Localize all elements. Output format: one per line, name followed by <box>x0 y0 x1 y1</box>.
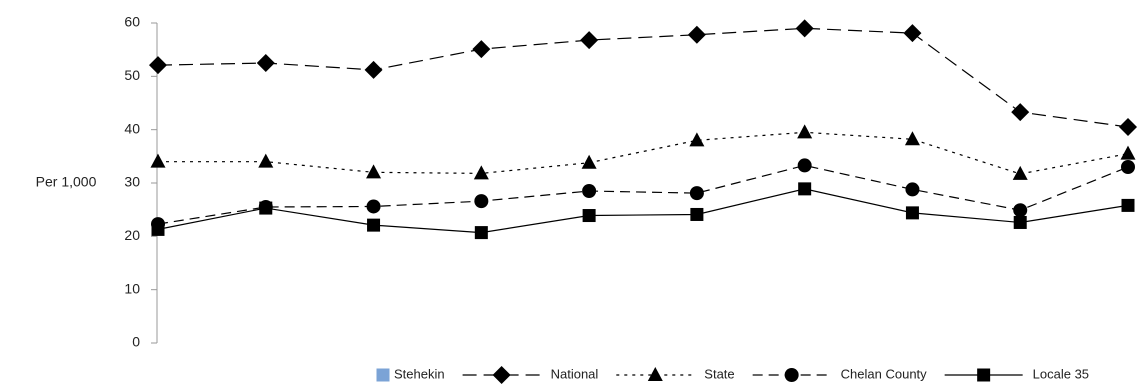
marker <box>797 158 812 173</box>
marker <box>151 222 165 236</box>
y-axis-label: Per 1,000 <box>36 174 97 190</box>
marker <box>149 56 167 75</box>
y-tick-label: 50 <box>124 67 140 83</box>
marker <box>256 54 275 72</box>
legend-swatch <box>647 367 663 381</box>
marker <box>367 218 381 232</box>
legend-swatch <box>977 368 991 382</box>
marker <box>1119 118 1137 136</box>
marker <box>1120 145 1136 160</box>
marker <box>473 165 489 180</box>
y-tick-label: 10 <box>124 280 140 296</box>
marker <box>1121 198 1135 212</box>
marker <box>903 24 922 43</box>
marker <box>689 186 704 201</box>
y-tick-label: 30 <box>124 174 140 190</box>
marker <box>474 226 488 240</box>
marker <box>904 131 920 146</box>
marker <box>1013 203 1028 218</box>
series-line <box>158 131 1129 175</box>
y-tick-label: 20 <box>124 227 140 243</box>
legend-label: Locale 35 <box>1033 366 1089 381</box>
marker <box>1012 165 1028 180</box>
marker <box>798 182 812 196</box>
marker <box>905 206 919 220</box>
marker <box>1013 215 1027 229</box>
marker <box>689 132 705 147</box>
legend: Stehekin National State Chelan County Locale… <box>376 366 1089 384</box>
marker <box>582 184 597 198</box>
legend-swatch <box>376 368 390 382</box>
marker <box>690 207 704 221</box>
y-tick-label: 40 <box>124 120 140 136</box>
marker <box>259 201 273 215</box>
marker <box>258 153 274 168</box>
marker <box>366 164 382 179</box>
series-line <box>157 27 1129 128</box>
legend-label: National <box>551 366 599 381</box>
legend-label: Stehekin <box>394 366 445 381</box>
legend-swatch <box>492 366 511 384</box>
marker <box>795 19 814 38</box>
series-line <box>157 164 1129 225</box>
marker <box>1121 160 1135 174</box>
marker <box>687 25 706 44</box>
y-tick-label: 0 <box>132 334 140 350</box>
marker <box>582 209 596 223</box>
legend-label: Chelan County <box>841 366 927 381</box>
series-line <box>157 188 1129 234</box>
marker <box>797 124 813 139</box>
y-tick-label: 60 <box>124 14 140 30</box>
marker <box>474 194 489 209</box>
marker <box>1011 103 1030 122</box>
marker <box>905 182 920 197</box>
marker <box>580 31 599 50</box>
legend-label: State <box>704 366 734 381</box>
marker <box>364 60 383 79</box>
marker <box>581 154 597 169</box>
legend-swatch <box>784 368 799 382</box>
marker <box>366 199 381 214</box>
marker <box>472 40 491 59</box>
marker <box>150 153 166 168</box>
